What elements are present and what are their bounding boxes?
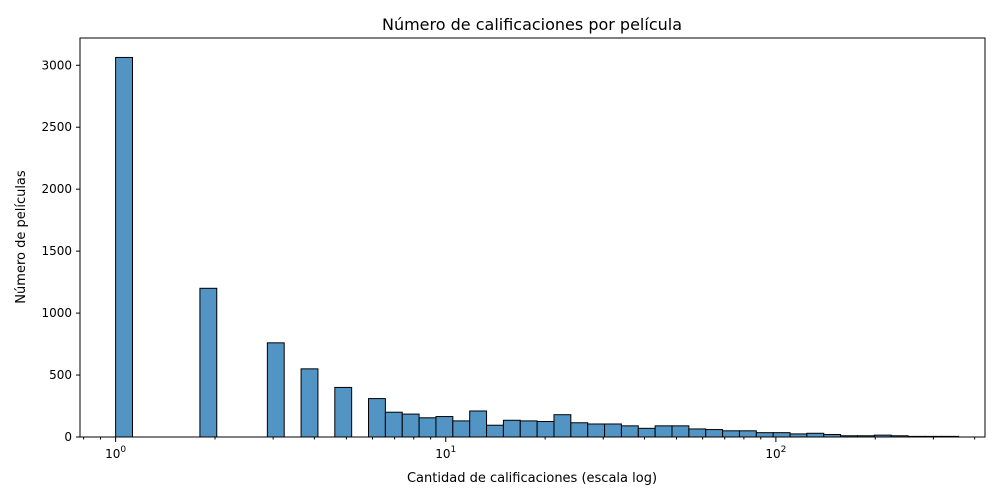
y-tick-label: 0 [64, 430, 72, 444]
y-axis-ticks: 0 500 1000 1500 2000 2500 3000 [41, 58, 80, 444]
histogram-bar [452, 420, 471, 438]
histogram-bar [266, 342, 285, 438]
histogram-bar [654, 425, 673, 438]
histogram-bar [418, 417, 437, 438]
y-tick-label: 2500 [41, 120, 72, 134]
y-tick-label: 1500 [41, 244, 72, 258]
histogram-bar [705, 429, 724, 438]
histogram-bar [519, 420, 538, 438]
histogram-bar [772, 432, 791, 438]
histogram-bar [469, 410, 488, 438]
histogram-bar [587, 423, 606, 438]
x-tick-label: 101 [435, 445, 456, 461]
histogram-bar [755, 432, 774, 438]
y-tick-label: 500 [49, 368, 72, 382]
histogram-bar [671, 425, 690, 438]
histogram-bar [199, 287, 218, 438]
histogram-bar [536, 421, 555, 438]
histogram-bar [486, 424, 504, 438]
x-tick-label: 100 [105, 445, 126, 461]
histogram-bar [502, 419, 521, 438]
x-axis-ticks: 100 101 102 [83, 437, 976, 461]
histogram-bar [435, 416, 454, 438]
x-tick-label: 102 [765, 445, 786, 461]
histogram-bar [604, 423, 622, 438]
histogram-bar [570, 422, 589, 438]
y-tick-label: 3000 [41, 58, 72, 72]
histogram-bar [368, 398, 386, 438]
histogram-bar [334, 386, 353, 438]
x-axis-label: Cantidad de calificaciones (escala log) [407, 471, 657, 486]
y-axis-label: Número de películas [14, 170, 29, 304]
histogram-bar [620, 425, 639, 438]
histogram-bar [637, 427, 656, 438]
histogram-bar [806, 432, 825, 438]
histogram-bar [384, 411, 403, 438]
histogram-bar [300, 368, 319, 438]
histogram-bar [401, 413, 420, 438]
histogram-bar [688, 428, 707, 438]
histogram-bar [738, 430, 757, 438]
y-tick-label: 2000 [41, 182, 72, 196]
bar-series [115, 56, 960, 438]
histogram-bar [722, 430, 740, 438]
y-tick-label: 1000 [41, 306, 72, 320]
histogram-bar [553, 414, 572, 438]
histogram-bar [115, 56, 133, 438]
plot-frame [79, 37, 986, 438]
chart-title: Número de calificaciones por película [382, 15, 682, 34]
